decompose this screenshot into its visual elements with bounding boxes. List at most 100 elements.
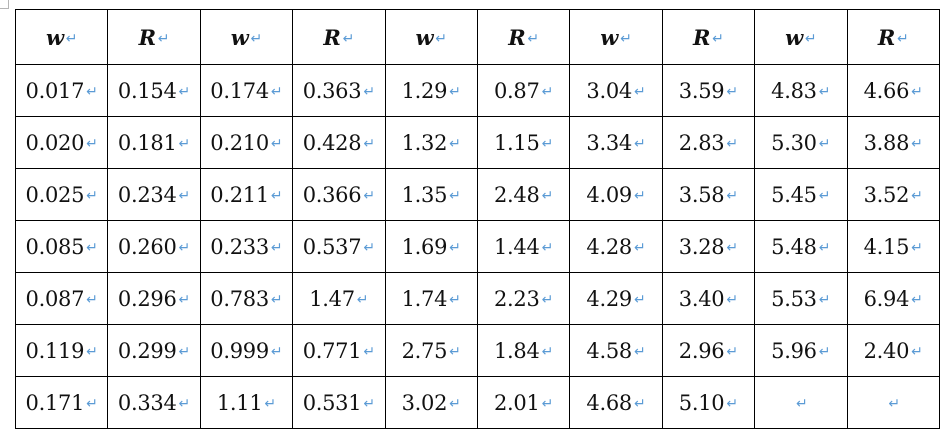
table-cell[interactable]: 0.119 ↵	[14, 324, 109, 377]
header-cell[interactable]: R ↵	[107, 9, 201, 65]
table-cell[interactable]: 1.84 ↵	[476, 324, 571, 377]
table-cell[interactable]: 0.154 ↵	[107, 64, 201, 117]
table-cell[interactable]: 1.74 ↵	[384, 272, 478, 325]
table-move-handle[interactable]	[0, 0, 9, 9]
table-cell[interactable]: 4.66 ↵	[846, 64, 941, 117]
table-cell[interactable]: 0.334 ↵	[107, 376, 201, 429]
table-cell[interactable]: ↵	[754, 376, 848, 429]
cell-value: 1.74	[401, 286, 448, 311]
cell-value: 0.020	[25, 130, 85, 155]
paragraph-mark-icon: ↵	[726, 343, 739, 360]
table-cell[interactable]: 2.75 ↵	[384, 324, 478, 377]
cell-value: 3.58	[678, 182, 725, 207]
table-cell[interactable]: 0.428 ↵	[292, 116, 386, 169]
table-cell[interactable]: 1.47 ↵	[292, 272, 386, 325]
cell-value: 0.428	[302, 130, 362, 155]
cell-value: 0.999	[210, 338, 269, 363]
cell-value: 4.28	[586, 234, 632, 259]
table-cell[interactable]: 0.537 ↵	[292, 220, 386, 273]
table-cell[interactable]: 0.296 ↵	[107, 272, 201, 325]
table-cell[interactable]: 0.87 ↵	[476, 64, 571, 117]
table-cell[interactable]: 0.233 ↵	[199, 220, 294, 273]
table-cell[interactable]: 5.53 ↵	[754, 272, 848, 325]
header-cell[interactable]: w ↵	[14, 9, 109, 65]
cell-value: 2.48	[494, 182, 540, 207]
table-cell[interactable]: 1.35 ↵	[384, 168, 478, 221]
table-cell[interactable]: 0.174 ↵	[199, 64, 294, 117]
table-cell[interactable]: 1.69 ↵	[384, 220, 478, 273]
table-cell[interactable]: 0.017 ↵	[14, 64, 109, 117]
table-cell[interactable]: 4.68 ↵	[569, 376, 663, 429]
header-cell[interactable]: R ↵	[292, 9, 386, 65]
table-cell[interactable]: 3.02 ↵	[384, 376, 478, 429]
table-cell[interactable]: 0.363 ↵	[292, 64, 386, 117]
header-cell[interactable]: R ↵	[846, 9, 941, 65]
table-cell[interactable]: 0.366 ↵	[292, 168, 386, 221]
header-cell[interactable]: w ↵	[754, 9, 848, 65]
paragraph-mark-icon: ↵	[449, 83, 461, 100]
header-cell[interactable]: w ↵	[569, 9, 663, 65]
table-cell[interactable]: 4.83 ↵	[754, 64, 848, 117]
table-cell[interactable]: 2.23 ↵	[476, 272, 571, 325]
table-cell[interactable]: 0.999 ↵	[199, 324, 294, 377]
table-row: 0.171 ↵ 0.334 ↵ 1.11 ↵ 0.531 ↵ 3.02 ↵ 2.01 ↵ 4.68 ↵ 5.…	[14, 376, 941, 429]
table-cell[interactable]: 0.260 ↵	[107, 220, 201, 273]
table-cell[interactable]: 5.96 ↵	[754, 324, 848, 377]
table-cell[interactable]: 1.29 ↵	[384, 64, 478, 117]
table-cell[interactable]: 0.181 ↵	[107, 116, 201, 169]
table-cell[interactable]: 1.44 ↵	[476, 220, 571, 273]
table-cell[interactable]: 5.30 ↵	[754, 116, 848, 169]
table-cell[interactable]: 4.28 ↵	[569, 220, 663, 273]
table-cell[interactable]: 4.29 ↵	[569, 272, 663, 325]
paragraph-mark-icon: ↵	[178, 343, 191, 360]
table-cell[interactable]: 0.234 ↵	[107, 168, 201, 221]
table-cell[interactable]: 1.32 ↵	[384, 116, 478, 169]
table-cell[interactable]: 4.09 ↵	[569, 168, 663, 221]
table-cell[interactable]: 2.40 ↵	[846, 324, 941, 377]
table-cell[interactable]: 0.299 ↵	[107, 324, 201, 377]
table-cell[interactable]: 0.783 ↵	[199, 272, 294, 325]
header-cell[interactable]: w ↵	[199, 9, 294, 65]
table-cell[interactable]: 3.88 ↵	[846, 116, 941, 169]
header-label: R	[877, 24, 895, 50]
table-cell[interactable]: 5.10 ↵	[661, 376, 756, 429]
table-cell[interactable]: 0.020 ↵	[14, 116, 109, 169]
table-cell[interactable]: 1.11 ↵	[199, 376, 294, 429]
paragraph-mark-icon: ↵	[541, 83, 554, 100]
cell-value: 0.531	[302, 390, 362, 415]
table-cell[interactable]: 3.28 ↵	[661, 220, 756, 273]
table-cell[interactable]: 1.15 ↵	[476, 116, 571, 169]
header-cell[interactable]: R ↵	[661, 9, 756, 65]
table-cell[interactable]: ↵	[846, 376, 941, 429]
table-cell[interactable]: 3.59 ↵	[661, 64, 756, 117]
table-cell[interactable]: 0.171 ↵	[14, 376, 109, 429]
table-cell[interactable]: 3.04 ↵	[569, 64, 663, 117]
header-cell[interactable]: w ↵	[384, 9, 478, 65]
table-cell[interactable]: 5.48 ↵	[754, 220, 848, 273]
table-cell[interactable]: 0.531 ↵	[292, 376, 386, 429]
table-cell[interactable]: 0.771 ↵	[292, 324, 386, 377]
table-cell[interactable]: 5.45 ↵	[754, 168, 848, 221]
table-cell[interactable]: 0.210 ↵	[199, 116, 294, 169]
table-cell[interactable]: 3.52 ↵	[846, 168, 941, 221]
table-cell[interactable]: 0.025 ↵	[14, 168, 109, 221]
header-cell[interactable]: R ↵	[476, 9, 571, 65]
paragraph-mark-icon: ↵	[86, 291, 98, 308]
paragraph-mark-icon: ↵	[178, 83, 191, 100]
table-cell[interactable]: 0.211 ↵	[199, 168, 294, 221]
paragraph-mark-icon: ↵	[363, 83, 376, 100]
header-label: w	[230, 24, 249, 50]
table-cell[interactable]: 4.15 ↵	[846, 220, 941, 273]
table-cell[interactable]: 2.96 ↵	[661, 324, 756, 377]
table-cell[interactable]: 3.34 ↵	[569, 116, 663, 169]
table-cell[interactable]: 2.83 ↵	[661, 116, 756, 169]
table-cell[interactable]: 2.01 ↵	[476, 376, 571, 429]
table-cell[interactable]: 3.58 ↵	[661, 168, 756, 221]
table-cell[interactable]: 6.94 ↵	[846, 272, 941, 325]
table-cell[interactable]: 0.085 ↵	[14, 220, 109, 273]
table-cell[interactable]: 0.087 ↵	[14, 272, 109, 325]
table-cell[interactable]: 2.48 ↵	[476, 168, 571, 221]
table-cell[interactable]: 4.58 ↵	[569, 324, 663, 377]
table-cell[interactable]: 3.40 ↵	[661, 272, 756, 325]
cell-value: 2.01	[494, 390, 540, 415]
